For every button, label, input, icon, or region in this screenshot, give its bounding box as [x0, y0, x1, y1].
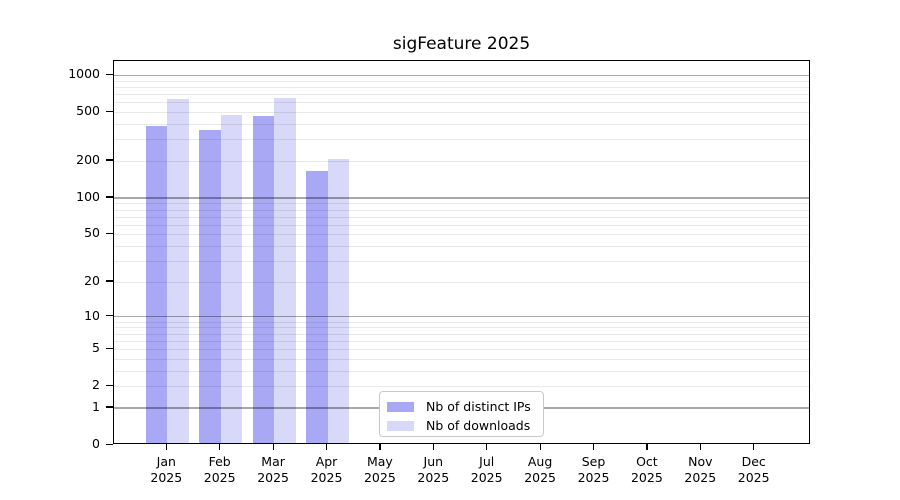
y-tick-100: [106, 196, 113, 198]
x-tick-nov: [699, 444, 702, 450]
x-tick-aug: [539, 444, 541, 450]
gridline-1000: [114, 74, 809, 76]
y-tick-label-200: 200: [76, 151, 100, 167]
x-tick-jun: [432, 444, 435, 450]
y-tick-label-2: 2: [92, 377, 100, 393]
y-tick-500: [106, 110, 113, 112]
gridline-60: [114, 224, 809, 226]
legend-label-0: Nb of distinct IPs: [426, 399, 531, 414]
gridline-8: [114, 327, 809, 329]
chart-title: sigFeature 2025: [392, 34, 531, 54]
bar-downloads-feb: [220, 115, 243, 443]
bar-downloads-mar: [274, 97, 296, 443]
x-tick-label-feb: Feb 2025: [203, 454, 236, 485]
y-tick-50: [106, 232, 113, 235]
y-tick-2: [106, 384, 113, 386]
y-tick-label-10: 10: [84, 307, 100, 323]
gridline-800: [114, 86, 809, 88]
gridline-700: [114, 94, 809, 96]
x-tick-mar: [272, 444, 274, 450]
x-tick-label-aug: Aug 2025: [524, 454, 556, 485]
x-tick-dec: [753, 444, 755, 450]
x-tick-label-jun: Jun 2025: [417, 454, 450, 485]
gridline-500: [114, 112, 809, 114]
x-tick-oct: [646, 444, 648, 450]
x-tick-apr: [326, 444, 328, 450]
gridline-40: [114, 246, 809, 248]
gridline-7: [114, 333, 809, 335]
gridline-20: [114, 281, 809, 283]
x-tick-jul: [486, 444, 488, 450]
legend-item-1: Nb of downloads: [387, 416, 543, 435]
bar-ips-mar: [252, 116, 275, 443]
x-tick-label-dec: Dec 2025: [737, 454, 770, 485]
x-tick-label-oct: Oct 2025: [630, 454, 663, 485]
y-tick-10: [106, 315, 113, 317]
gridline-5: [114, 349, 809, 351]
legend-swatch-1: [387, 420, 414, 431]
gridline-80: [114, 209, 809, 211]
gridline-10: [114, 316, 809, 318]
bar-ips-jan: [145, 126, 168, 443]
y-tick-1: [106, 406, 113, 408]
x-tick-label-jul: Jul 2025: [470, 454, 503, 485]
gridline-70: [114, 216, 809, 218]
gridline-2: [114, 386, 809, 388]
bar-downloads-apr: [327, 158, 349, 443]
gridline-30: [114, 261, 809, 263]
y-tick-label-1: 1: [92, 398, 100, 414]
y-tick-label-100: 100: [76, 188, 100, 204]
x-tick-label-mar: Mar 2025: [257, 454, 289, 485]
y-tick-label-1000: 1000: [68, 66, 100, 81]
gridline-6: [114, 340, 809, 342]
gridline-90: [114, 203, 809, 205]
x-tick-label-apr: Apr 2025: [310, 454, 343, 485]
legend-item-0: Nb of distinct IPs: [387, 397, 543, 416]
gridline-400: [114, 123, 809, 125]
gridline-900: [114, 80, 809, 82]
x-tick-label-sep: Sep 2025: [577, 454, 610, 485]
y-tick-1000: [106, 73, 113, 75]
gridline-200: [114, 160, 809, 162]
gridline-4: [114, 358, 809, 360]
bar-downloads-jan: [167, 99, 189, 443]
y-tick-label-5: 5: [92, 340, 100, 356]
gridline-3: [114, 370, 809, 372]
bar-ips-feb: [199, 129, 221, 443]
y-tick-20: [106, 280, 113, 282]
gridline-50: [114, 234, 809, 236]
gridline-600: [114, 102, 809, 104]
gridline-300: [114, 139, 809, 141]
y-tick-0: [106, 443, 113, 445]
legend-swatch-0: [387, 401, 414, 412]
y-tick-label-0: 0: [92, 436, 100, 451]
y-tick-200: [106, 159, 113, 161]
gridline-9: [114, 321, 809, 323]
y-tick-5: [106, 347, 113, 349]
x-tick-may: [379, 444, 381, 450]
y-tick-label-500: 500: [76, 103, 100, 119]
y-tick-label-20: 20: [84, 272, 100, 288]
x-tick-label-nov: Nov 2025: [684, 454, 717, 485]
plot-area: [113, 60, 810, 444]
gridline-100: [114, 197, 809, 199]
legend-label-1: Nb of downloads: [426, 418, 531, 433]
x-tick-feb: [219, 444, 221, 450]
x-tick-jan: [165, 444, 168, 450]
bar-ips-apr: [306, 170, 328, 443]
x-tick-sep: [593, 444, 595, 450]
x-tick-label-may: May 2025: [363, 454, 396, 485]
x-tick-label-jan: Jan 2025: [150, 454, 183, 485]
legend: Nb of distinct IPs Nb of downloads: [379, 391, 544, 437]
y-tick-label-50: 50: [84, 225, 100, 241]
